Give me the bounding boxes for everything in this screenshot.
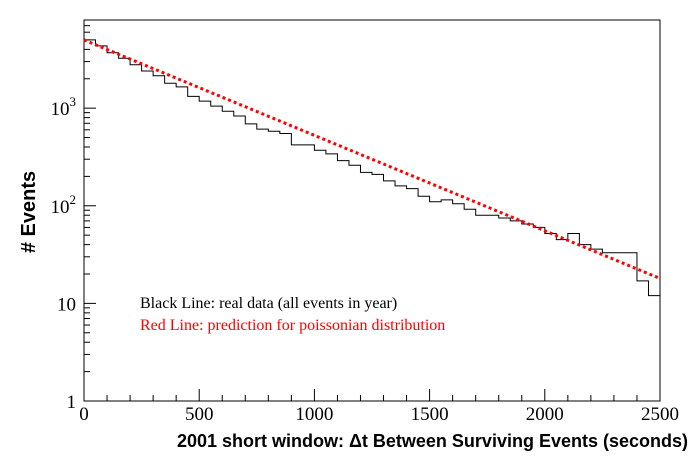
x-tick-label: 1000 — [295, 404, 333, 425]
x-tick-label: 2500 — [641, 404, 679, 425]
x-tick-labels: 0 500 1000 1500 2000 2500 — [79, 404, 679, 425]
series-group — [83, 38, 661, 297]
legend-black-line: Black Line: real data (all events in yea… — [140, 295, 397, 312]
y-tick-label: 10 — [57, 294, 76, 315]
y-tick-label: 102 — [51, 192, 77, 218]
prediction-line — [83, 38, 661, 280]
y-tick-label: 1 — [67, 392, 77, 413]
x-tick-label: 1500 — [411, 404, 449, 425]
legend-red-line: Red Line: prediction for poissonian dist… — [140, 317, 445, 334]
axis-ticks — [83, 19, 661, 402]
x-axis-title: 2001 short window: Δt Between Surviving … — [177, 431, 688, 451]
x-tick-label: 500 — [185, 404, 214, 425]
data-histogram-line — [84, 39, 661, 297]
x-tick-label: 2000 — [526, 404, 564, 425]
y-axis-title: # Events — [18, 171, 40, 253]
y-tick-label: 103 — [51, 94, 77, 120]
plot-frame — [83, 19, 661, 402]
x-tick-label: 0 — [79, 404, 89, 425]
y-tick-labels: 1 10 102 103 — [51, 94, 77, 413]
